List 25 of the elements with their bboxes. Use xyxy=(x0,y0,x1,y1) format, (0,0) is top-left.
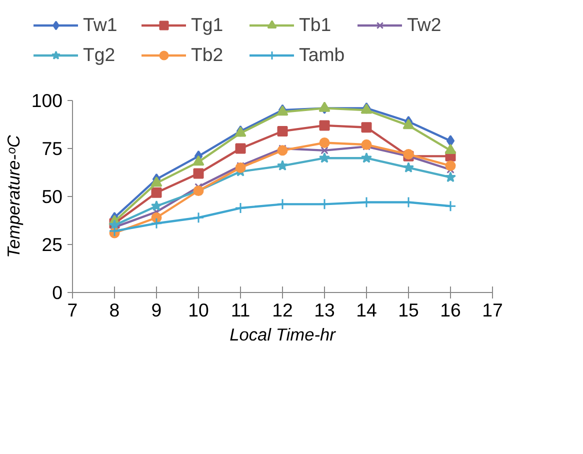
x-tick-label: 16 xyxy=(440,300,461,320)
x-tick-label: 11 xyxy=(230,300,250,320)
y-axis-title: Temperature-ᵒC xyxy=(3,134,24,258)
legend-label: Tw1 xyxy=(83,14,118,36)
legend-label: Tg2 xyxy=(83,44,116,66)
legend-label: Tw2 xyxy=(407,14,442,36)
x-tick-label: 10 xyxy=(188,300,209,320)
x-tick-label: 7 xyxy=(67,300,78,320)
legend-label: Tb1 xyxy=(299,14,332,36)
x-tick-label: 17 xyxy=(482,300,503,320)
x-tick-label: 8 xyxy=(109,300,120,320)
y-tick-label: 100 xyxy=(31,90,63,111)
y-tick-label: 25 xyxy=(42,234,63,255)
x-tick-label: 13 xyxy=(314,300,335,320)
legend-label: Tamb xyxy=(299,44,346,66)
y-tick-label: 75 xyxy=(42,138,63,159)
y-tick-label: 0 xyxy=(52,282,63,303)
legend-label: Tg1 xyxy=(191,14,224,36)
x-tick-label: 14 xyxy=(356,300,377,320)
x-axis-title: Local Time-hr xyxy=(230,324,337,344)
y-tick-label: 50 xyxy=(42,186,63,207)
x-tick-label: 12 xyxy=(272,300,293,320)
x-tick-label: 15 xyxy=(398,300,419,320)
x-tick-label: 9 xyxy=(151,300,162,320)
legend-label: Tb2 xyxy=(191,44,224,66)
